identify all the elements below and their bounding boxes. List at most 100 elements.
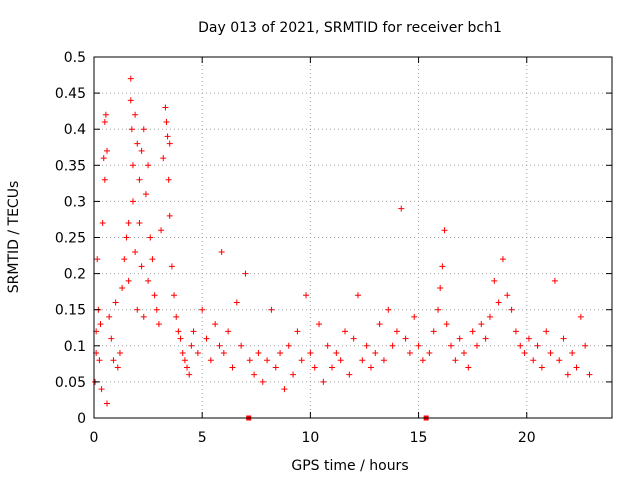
data-point [569,350,576,357]
x-tick-label: 0 [90,430,99,446]
x-tick-label: 15 [410,430,428,446]
data-point [307,350,314,357]
data-point [311,364,318,371]
data-point [166,140,173,147]
data-point [469,328,476,335]
data-point [140,313,147,320]
data-point [138,263,145,270]
data-point [294,328,301,335]
data-point [203,335,210,342]
data-point [380,357,387,364]
x-tick-label: 5 [198,430,207,446]
data-point [298,357,305,364]
data-point [129,162,136,169]
y-tick-label: 0.25 [55,231,86,247]
data-point [108,335,115,342]
data-point [125,220,132,227]
data-point [96,357,103,364]
data-point [216,342,223,349]
data-point [281,386,288,393]
data-point [229,364,236,371]
data-point [184,364,191,371]
data-point [443,321,450,328]
data-point [521,350,528,357]
data-point [372,350,379,357]
data-point [179,350,186,357]
data-point [168,263,175,270]
data-point [238,342,245,349]
data-point [129,198,136,205]
data-point [255,350,262,357]
data-point [140,126,147,133]
data-point [426,350,433,357]
data-point [116,350,123,357]
data-point [101,118,108,125]
data-point [393,328,400,335]
data-point [212,321,219,328]
data-point [136,176,143,183]
data-point [123,234,130,241]
data-point [99,220,106,227]
data-point [525,335,532,342]
data-point [153,306,160,313]
data-point [456,335,463,342]
data-point [564,371,571,378]
data-point [329,364,336,371]
data-point [538,364,545,371]
data-point [337,357,344,364]
data-point [268,306,275,313]
data-point [439,263,446,270]
data-point [94,256,101,263]
data-point [134,306,141,313]
data-point [482,335,489,342]
data-point [100,155,107,162]
data-point [160,155,167,162]
data-point [411,313,418,320]
data-point [106,313,113,320]
data-point [145,277,152,284]
y-tick-label: 0.45 [55,86,86,102]
x-tick-label: 10 [301,430,319,446]
data-point [127,97,134,104]
data-point [242,270,249,277]
data-point [534,342,541,349]
data-point [376,321,383,328]
data-point [551,277,558,284]
data-point [285,342,292,349]
data-point [473,342,480,349]
data-point [155,321,162,328]
data-point [136,220,143,227]
data-point [398,205,405,212]
data-point [402,335,409,342]
data-point [134,140,141,147]
y-axis-label: SRMTID / TECUs [6,181,22,294]
data-point [486,313,493,320]
data-point [354,292,361,299]
y-tick-label: 0.2 [64,267,86,283]
grid [94,57,612,418]
x-axis-label: GPS time / hours [291,458,408,474]
data-point [186,371,193,378]
data-point [277,350,284,357]
data-point [389,342,396,349]
data-point [181,357,188,364]
data-point [437,285,444,292]
data-point [147,234,154,241]
data-point [264,357,271,364]
data-point [367,364,374,371]
data-point [121,256,128,263]
data-point [166,212,173,219]
y-tick-label: 0.5 [64,50,86,66]
data-point [158,227,165,234]
data-point [346,371,353,378]
y-tick-label: 0.4 [64,122,86,138]
data-point [333,350,340,357]
y-tick-label: 0.3 [64,194,86,210]
data-point [504,292,511,299]
data-point [547,350,554,357]
data-point [110,357,117,364]
data-point [98,386,105,393]
data-point [97,321,104,328]
data-point [406,350,413,357]
data-points [92,75,593,407]
